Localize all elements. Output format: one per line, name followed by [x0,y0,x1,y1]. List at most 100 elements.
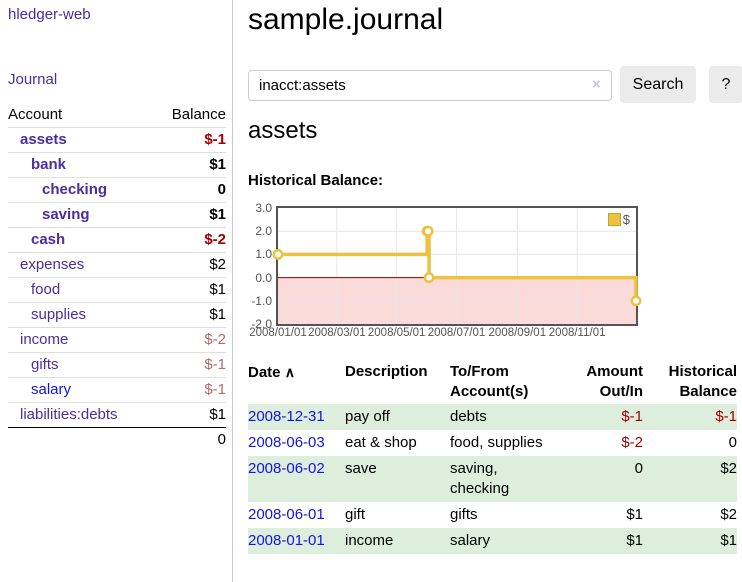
header-tofrom-line1: To/From [450,363,509,380]
y-axis-tick-label: -1.0 [251,293,272,308]
account-link-supplies[interactable]: supplies [31,306,87,323]
account-balance: $1 [153,201,226,227]
transaction-description: gift [345,506,366,523]
transaction-row[interactable]: 2008-06-03 eat & shop food, supplies $-2… [248,430,737,456]
transaction-date-link[interactable]: 2008-06-02 [248,460,325,477]
transaction-accounts-line2: checking [450,480,510,497]
legend-label: $ [622,212,630,227]
account-row-gifts: gifts $-1 [8,351,226,377]
account-link-liabilities-debts[interactable]: liabilities:debts [20,406,118,423]
account-balance: $-2 [153,326,226,352]
transaction-row[interactable]: 2008-06-01 gift gifts $1 $2 [248,502,737,528]
transaction-accounts-line1: saving, [450,460,498,477]
transaction-balance: $2 [720,506,737,523]
transaction-balance: $-1 [715,408,737,425]
sidebar-item-journal[interactable]: Journal [8,71,58,88]
account-link-saving[interactable]: saving [42,206,90,223]
transaction-amount: 0 [634,460,643,477]
account-balance: $1 [153,151,226,177]
account-row-income: income $-2 [8,326,226,352]
account-link-salary[interactable]: salary [31,381,72,398]
sidebar: hledger-web Journal Account Balance asse… [0,0,233,582]
chart-legend: $ [606,211,631,228]
transaction-accounts: saving, checking [450,456,560,502]
accounts-total-value: 0 [8,426,226,451]
account-link-gifts[interactable]: gifts [31,356,59,373]
transactions-header-row: Date ∧ Description To/From Account(s) Am… [248,360,737,404]
accounts-header-account: Account [8,106,63,124]
transaction-description: pay off [345,408,390,425]
account-balance: 0 [153,176,226,202]
account-balance: $1 [153,401,226,427]
transaction-balance: $1 [720,532,737,549]
header-amount-line1: Amount [586,363,643,380]
account-row-cash: cash $-2 [8,226,226,252]
account-row-liabilities-debts: liabilities:debts $1 [8,401,226,427]
account-row-assets: assets $-1 [8,126,226,152]
header-description: Description [345,363,428,380]
y-axis-tick-label: 3.0 [255,201,272,215]
clear-search-icon[interactable]: × [592,76,601,93]
transaction-date-link[interactable]: 2008-06-01 [248,506,325,523]
transaction-amount: $-2 [621,434,643,451]
header-balance: Historical Balance [643,360,737,404]
chart-canvas [272,208,642,324]
account-link-expenses[interactable]: expenses [20,256,85,273]
account-balance: $-2 [153,226,226,252]
account-row-checking: checking 0 [8,176,226,202]
x-axis-tick-label: 2008/11/01 [548,327,606,339]
y-axis-tick-label: 2.0 [255,224,272,239]
transaction-date-link[interactable]: 2008-01-01 [248,532,325,549]
header-amount-line2: Out/In [599,383,643,400]
x-axis-tick-label: 2008/09/01 [488,327,547,339]
account-balance: $1 [153,301,226,327]
account-link-bank[interactable]: bank [31,156,67,173]
accounts-table-header: Account Balance [8,103,226,127]
transaction-row[interactable]: 2008-06-02 save saving, checking 0 $2 [248,456,737,502]
help-button[interactable]: ? [709,66,742,103]
header-tofrom-line2: Account(s) [450,383,529,400]
transaction-accounts: salary [450,532,491,549]
transaction-date-link[interactable]: 2008-12-31 [248,408,325,425]
account-link-checking[interactable]: checking [42,181,108,198]
transaction-accounts: gifts [450,506,478,523]
transaction-accounts: food, supplies [450,434,543,451]
transaction-row[interactable]: 2008-12-31 pay off debts $-1 $-1 [248,404,737,430]
account-link-assets[interactable]: assets [20,131,67,148]
y-axis-tick-label: -2.0 [251,317,272,331]
transaction-accounts: debts [450,408,487,425]
header-date[interactable]: Date ∧ [248,360,345,404]
y-axis-tick-label: 1.0 [255,247,272,262]
chart-title-label: Historical Balance: [248,172,384,189]
app-brand-link[interactable]: hledger-web [8,6,91,23]
transaction-date-link[interactable]: 2008-06-03 [248,434,325,451]
accounts-header-balance: Balance [171,106,226,124]
header-balance-line1: Historical [668,363,737,380]
transactions-table: Date ∧ Description To/From Account(s) Am… [248,360,737,554]
search-button[interactable]: Search [620,66,696,103]
transaction-balance: $2 [720,460,737,477]
legend-swatch-icon [607,213,621,226]
x-axis-tick-label: 2008/05/01 [367,327,426,339]
account-balance: $-1 [153,126,226,152]
account-link-food[interactable]: food [31,281,61,298]
transaction-amount: $1 [626,532,643,549]
header-tofrom: To/From Account(s) [450,360,560,404]
account-balance: $-1 [153,351,226,377]
account-row-bank: bank $1 [8,151,226,177]
transaction-balance: 0 [728,434,737,451]
search-input[interactable] [248,70,612,101]
x-axis-tick-label: 2008/07/01 [427,327,486,339]
chart-plot-area[interactable]: $ [272,206,642,326]
account-link-cash[interactable]: cash [31,231,66,248]
transaction-description: eat & shop [345,434,417,451]
account-balance: $2 [153,251,226,277]
transaction-amount: $1 [626,506,643,523]
x-axis-tick-label: 2008/03/01 [308,327,366,339]
transaction-description: income [345,532,394,549]
account-link-income[interactable]: income [20,331,69,348]
transaction-amount: $-1 [621,408,643,425]
account-row-expenses: expenses $2 [8,251,226,277]
header-balance-line2: Balance [679,383,737,400]
transaction-row[interactable]: 2008-01-01 income salary $1 $1 [248,528,737,554]
